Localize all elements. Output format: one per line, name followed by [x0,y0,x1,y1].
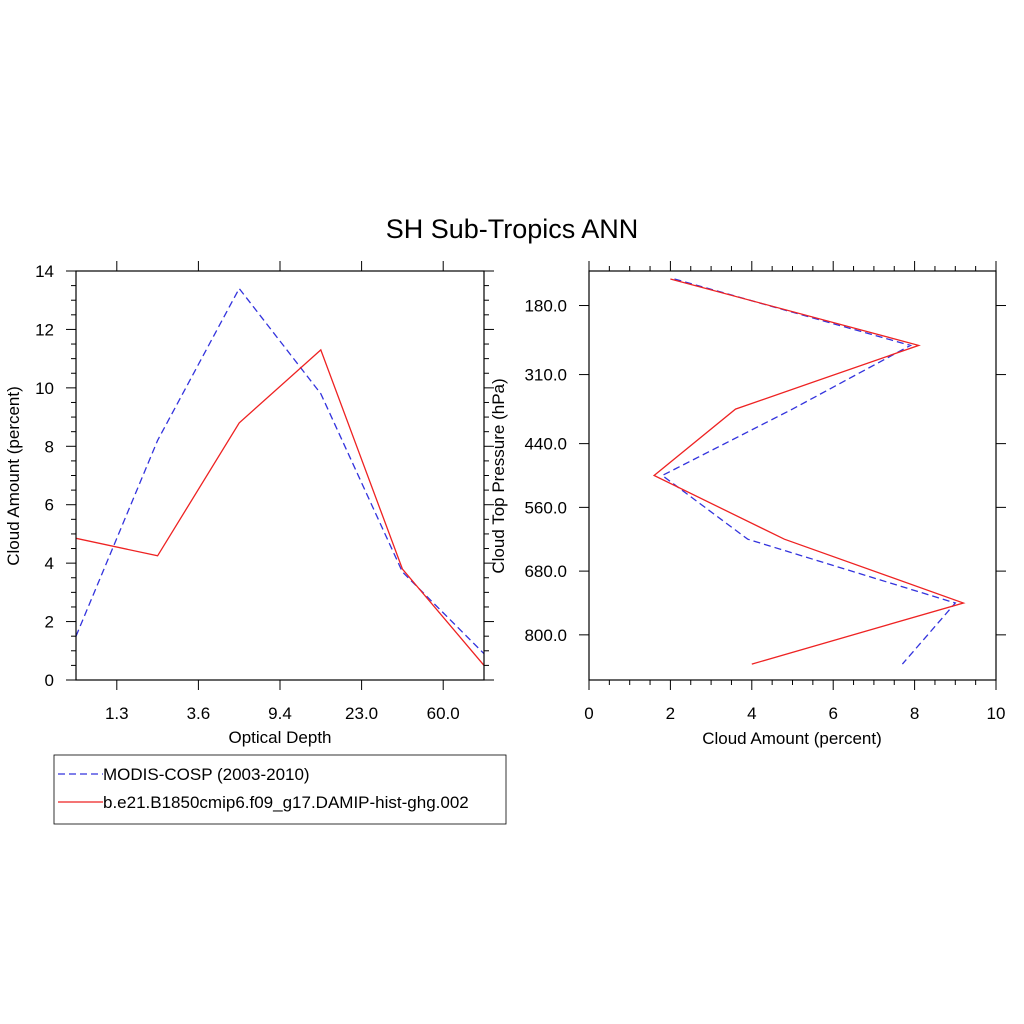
right-x-tick-label: 0 [584,704,593,723]
right-y-tick-label: 680.0 [524,562,567,581]
left-y-tick-label: 0 [45,671,54,690]
right-x-tick-label: 8 [910,704,919,723]
left-y-tick-label: 14 [35,262,54,281]
cloud-top-pressure-panel: 0 2 4 6 8 10 180.0 310.0 440.0 560.0 680.0 800.0 Cl… [489,261,1006,748]
left-x-tick-label: 60.0 [427,704,460,723]
left-series-modis-line [76,287,484,655]
left-series-lines [76,287,484,666]
left-x-tick-label: 23.0 [345,704,378,723]
right-series-lines [652,278,966,665]
left-y-tick-label: 12 [35,320,54,339]
right-series-model-line [652,278,966,665]
right-ticks [579,261,1006,690]
right-x-tick-label: 10 [987,704,1006,723]
right-series-modis-line [661,278,957,665]
left-x-tick-label: 9.4 [268,704,292,723]
left-y-axis-label: Cloud Amount (percent) [4,386,23,566]
legend: MODIS-COSP (2003-2010) b.e21.B1850cmip6.… [53,754,507,825]
left-x-tick-label: 1.3 [105,704,129,723]
left-y-tick-label: 4 [45,554,54,573]
right-y-tick-label: 310.0 [524,366,567,385]
left-y-tick-label: 2 [45,613,54,632]
right-y-tick-label: 440.0 [524,435,567,454]
right-plot-frame [588,270,997,681]
left-x-tick-label: 3.6 [187,704,211,723]
left-plot-frame [75,270,485,681]
right-x-tick-label: 4 [747,704,756,723]
right-y-tick-label: 560.0 [524,498,567,517]
left-ticks [66,261,494,690]
left-y-tick-label: 10 [35,379,54,398]
right-x-tick-label: 2 [666,704,675,723]
right-tick-labels: 0 2 4 6 8 10 180.0 310.0 440.0 560.0 680.0 800.0 [524,297,1005,723]
optical-depth-panel: 0 2 4 6 8 10 12 14 1.3 3.6 9.4 23.0 60.0 Optical Dep… [4,261,494,747]
left-x-axis-label: Optical Depth [229,728,332,747]
legend-label-modis: MODIS-COSP (2003-2010) [103,765,310,784]
legend-label-model: b.e21.B1850cmip6.f09_g17.DAMIP-hist-ghg.… [103,793,469,812]
chart-title: SH Sub-Tropics ANN [386,214,639,244]
legend-box [53,754,507,825]
left-y-tick-label: 8 [45,437,54,456]
right-x-axis-label: Cloud Amount (percent) [702,729,882,748]
left-y-tick-label: 6 [45,496,54,515]
right-y-tick-label: 800.0 [524,626,567,645]
right-x-tick-label: 6 [828,704,837,723]
right-y-axis-label: Cloud Top Pressure (hPa) [489,378,508,573]
right-y-tick-label: 180.0 [524,297,567,316]
left-series-model-line [76,348,484,666]
left-tick-labels: 0 2 4 6 8 10 12 14 1.3 3.6 9.4 23.0 60.0 [35,262,460,723]
